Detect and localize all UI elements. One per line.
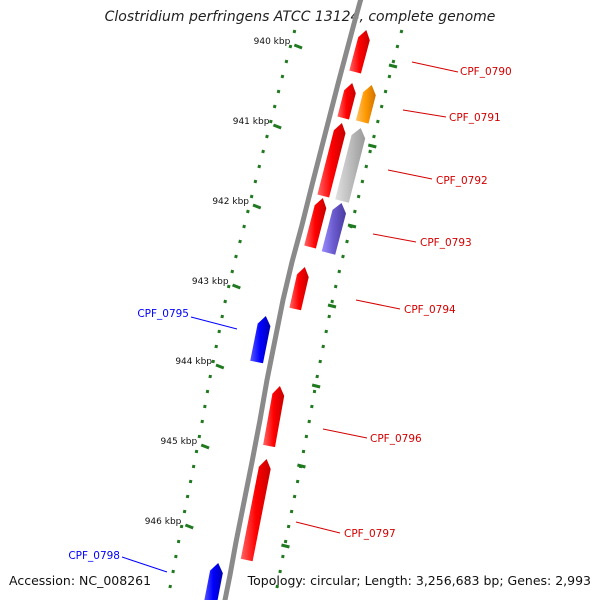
tick-label: 945 kbp [161,437,198,447]
gene-arrow-cpf0791 [355,85,376,124]
gene-label-text: CPF_0798 [68,550,120,562]
tick-label: 943 kbp [192,277,229,287]
gene-arrow-cpf0796 [263,386,285,448]
genome-summary: Topology: circular; Length: 3,256,683 bp… [247,573,591,588]
gene-label-text: CPF_0793 [420,237,472,249]
gene-label-text: CPF_0796 [370,433,422,445]
tick-dots [168,29,404,589]
tick-0: 940 kbp [254,37,398,69]
gene-label-cpf_0798[interactable]: CPF_0798 [68,550,168,573]
gene-arrow [337,83,356,120]
tick-label: 944 kbp [175,357,212,367]
tick-label: 946 kbp [145,517,182,527]
tick-marks: 940 kbp 941 kbp 942 kbp 943 kbp 944 kbp 945 k… [145,37,398,549]
map-title: Clostridium perfringens ATCC 13124, comp… [104,9,496,25]
gene-label-text: CPF_0794 [404,304,456,316]
gene-label-cpf_0791[interactable]: CPF_0791 [402,109,501,124]
gene-arrow-cpf0795 [250,316,271,364]
tick-5: 945 kbp [161,437,306,469]
gene-label-cpf_0792[interactable]: CPF_0792 [387,169,488,187]
tick-label: 940 kbp [254,37,291,47]
gene-label-text: CPF_0791 [449,112,501,124]
gene-arrow-cpf0793 [321,203,346,255]
gene-label-cpf_0795[interactable]: CPF_0795 [137,308,238,330]
tick-3: 943 kbp [192,277,337,309]
gene-features [204,30,376,600]
accession-text: Accession: NC_008261 [9,573,152,588]
tick-label: 942 kbp [212,197,249,207]
gene-label-cpf_0797[interactable]: CPF_0797 [295,521,396,540]
tick-6: 946 kbp [145,517,290,549]
gene-arrow-cpf0790 [349,30,370,74]
gene-arrow-cpf0792 [335,128,366,203]
gene-label-text: CPF_0790 [460,66,512,78]
gene-arrow-cpf0794 [289,267,309,311]
gene-label-text: CPF_0792 [436,175,488,187]
gene-label-text: CPF_0795 [137,308,189,320]
tick-2: 942 kbp [212,197,357,229]
gene-label-cpf_0793[interactable]: CPF_0793 [372,233,472,249]
gene-label-cpf_0796[interactable]: CPF_0796 [322,428,422,445]
tick-1: 941 kbp [233,117,377,149]
gene-labels: CPF_0790 CPF_0791 CPF_0792 CPF_0793 CPF_0794… [68,61,512,573]
tick-label: 941 kbp [233,117,270,127]
gene-arrow [304,198,327,249]
tick-4: 944 kbp [175,357,321,389]
gene-label-cpf_0794[interactable]: CPF_0794 [355,299,456,316]
gene-label-cpf_0790[interactable]: CPF_0790 [411,61,512,78]
gene-arrow-cpf0798 [204,563,223,600]
gene-label-text: CPF_0797 [344,528,396,540]
gene-arrow [317,123,346,198]
genome-backbone [222,0,364,600]
gene-arrow-cpf0797 [240,459,271,562]
